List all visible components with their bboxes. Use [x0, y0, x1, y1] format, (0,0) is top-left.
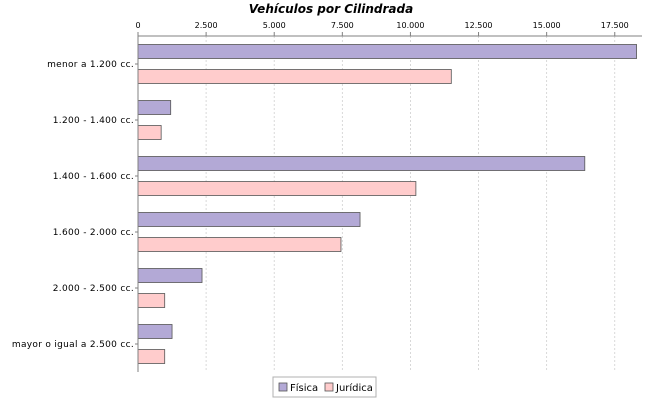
category-label: 2.000 - 2.500 cc. [53, 284, 134, 294]
grid-lines [205, 36, 616, 372]
bar-fisica [137, 212, 361, 227]
x-tick-label: 2.500 [195, 21, 218, 30]
legend: Física Jurídica [272, 376, 377, 398]
legend-swatch [278, 382, 288, 392]
axes [137, 35, 642, 372]
x-tick-label: 0 [135, 21, 140, 30]
category-label: 1.400 - 1.600 cc. [53, 172, 134, 182]
bar-fisica [137, 268, 203, 283]
chart-title: Vehículos por Cilindrada [249, 2, 413, 16]
bar-fisica [137, 44, 637, 59]
bar-fisica [137, 100, 172, 115]
category-label: mayor o igual a 2.500 cc. [12, 340, 134, 350]
category-label: menor a 1.200 cc. [47, 60, 134, 70]
bar-fisica [137, 156, 586, 171]
x-tick-label: 10.000 [396, 21, 424, 30]
x-tick-label: 17.500 [601, 21, 629, 30]
x-tick-label: 12.500 [465, 21, 493, 30]
y-axis-categories: menor a 1.200 cc. 1.200 - 1.400 cc. 1.400 … [12, 60, 138, 350]
bar-juridica [137, 349, 166, 364]
x-tick-label: 7.500 [331, 21, 354, 30]
bar-juridica [137, 237, 342, 252]
x-axis-ticks: 0 2.500 5.000 7.500 10.000 12.500 15.000 17.500 [135, 21, 629, 36]
x-tick-label: 5.000 [263, 21, 286, 30]
x-tick-label: 15.000 [533, 21, 561, 30]
legend-label: Jurídica [335, 382, 373, 394]
legend-box [272, 376, 377, 398]
bar-juridica [137, 69, 452, 84]
category-label: 1.600 - 2.000 cc. [53, 228, 134, 238]
bar-juridica [137, 181, 417, 196]
bar-juridica [137, 293, 166, 308]
category-label: 1.200 - 1.400 cc. [53, 116, 134, 126]
legend-label: Física [290, 382, 318, 394]
legend-swatch [324, 382, 334, 392]
bar-fisica [137, 324, 173, 339]
bars [137, 44, 637, 364]
bar-juridica [137, 125, 162, 140]
